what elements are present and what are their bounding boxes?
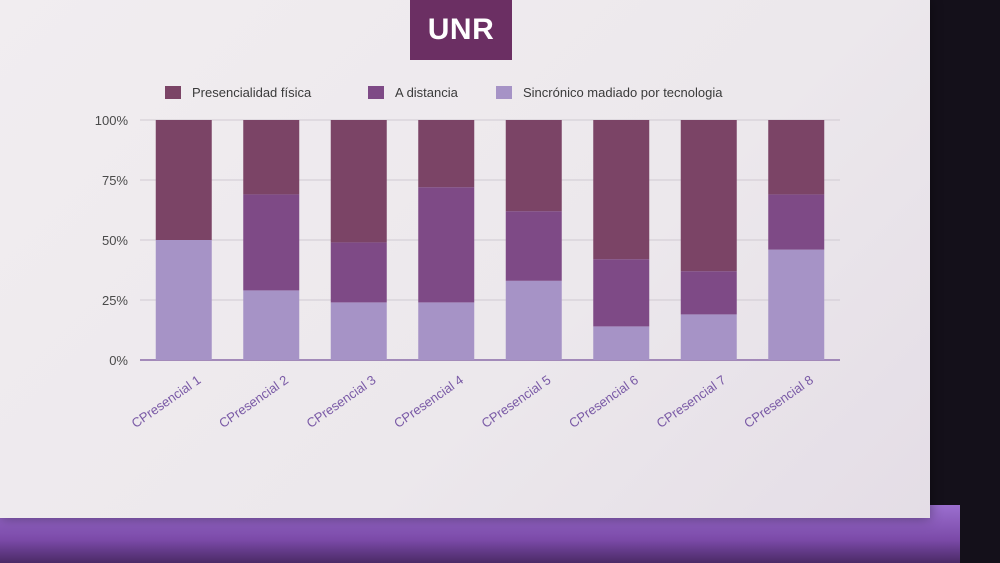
- bar-segment: [680, 120, 737, 272]
- y-tick-label: 75%: [102, 173, 128, 188]
- bar-segment: [243, 290, 300, 360]
- bar-segment: [680, 271, 737, 315]
- legend-label: A distancia: [395, 85, 459, 100]
- legend-label: Presencialidad física: [192, 85, 312, 100]
- x-tick-label: CPresencial 3: [304, 372, 379, 431]
- bar-segment: [243, 194, 300, 291]
- x-tick-label: CPresencial 7: [654, 372, 729, 431]
- bar-segment: [768, 249, 825, 360]
- y-tick-label: 50%: [102, 233, 128, 248]
- x-tick-label: CPresencial 2: [216, 372, 291, 431]
- bar-segment: [330, 302, 387, 360]
- legend-swatch: [165, 86, 181, 99]
- x-tick-label: CPresencial 1: [129, 372, 204, 431]
- bar-segment: [418, 120, 475, 188]
- bar-segment: [768, 120, 825, 195]
- bar-segment: [593, 326, 650, 360]
- x-tick-label: CPresencial 6: [566, 372, 641, 431]
- y-tick-label: 25%: [102, 293, 128, 308]
- x-tick-label: CPresencial 5: [479, 372, 554, 431]
- bar-segment: [155, 120, 212, 240]
- bar-segment: [505, 120, 562, 212]
- bar-segment: [330, 120, 387, 243]
- bar-segment: [593, 259, 650, 327]
- y-tick-label: 0%: [109, 353, 128, 368]
- bar-segment: [330, 242, 387, 303]
- bar-segment: [155, 240, 212, 360]
- bar-segment: [418, 187, 475, 303]
- slide: UNR 0% 25% 50% 75% 100% CPresencial 1 CPresenc…: [0, 0, 930, 518]
- x-tick-label: CPresencial 8: [741, 372, 816, 431]
- bar-segment: [505, 211, 562, 281]
- y-tick-label: 100%: [95, 113, 129, 128]
- legend-label: Sincrónico madiado por tecnologia: [523, 85, 723, 100]
- bar-segment: [505, 280, 562, 360]
- logo-text: UNR: [427, 13, 495, 46]
- x-tick-label: CPresencial 4: [391, 372, 466, 431]
- bar-segment: [680, 314, 737, 360]
- stacked-bar-chart: 0%25%50%75%100%CPresencial 1 CPresencial …: [95, 85, 840, 431]
- bar-segment: [593, 120, 650, 260]
- bar-segment: [418, 302, 475, 360]
- bar-segment: [243, 120, 300, 195]
- bar-segment: [768, 194, 825, 250]
- legend-swatch: [368, 86, 384, 99]
- unr-logo: UNR: [410, 0, 512, 60]
- legend-swatch: [496, 86, 512, 99]
